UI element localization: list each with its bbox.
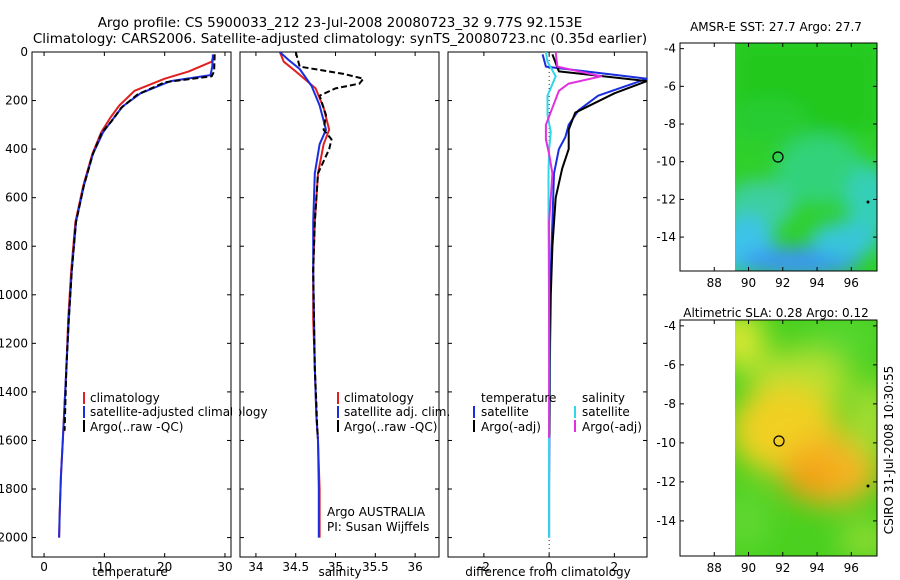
x-tick-label: 35 [328,560,343,574]
y-tick-label: 1600 [0,433,28,447]
map-y-tick-label: -12 [656,475,676,489]
legend-label-sal-satellite: satellite [582,405,630,419]
temperature-xlabel: temperature [92,565,167,579]
map-y-tick-label: -10 [656,436,676,450]
sla-argo-marker [773,435,785,447]
sst-heatmap [735,43,877,271]
temperature-axes [31,51,232,558]
x-tick-label: 34.5 [282,560,309,574]
map-x-tick-label: 94 [809,276,824,290]
map-x-tick-label: 96 [844,561,859,575]
x-tick-label: -2 [478,560,490,574]
map-x-tick-label: 90 [741,561,756,575]
legend-label-temp-satellite: satellite [481,405,529,419]
map-x-tick-label: 92 [775,276,790,290]
pi-annotation: PI: Susan Wijffels [327,520,429,534]
sla-map-title: Altimetric SLA: 0.28 Argo: 0.12 [683,306,868,320]
sst-map-title: AMSR-E SST: 27.7 Argo: 27.7 [690,20,862,34]
y-tick-label: 0 [20,45,28,59]
legend-title-salinity: salinity [582,391,625,405]
legend-label-sal-argo: Argo(-adj) [582,420,642,434]
legend-label-argo: Argo(..raw -QC) [344,420,437,434]
map-x-tick-label: 90 [741,276,756,290]
difference-legend: temperature satellite Argo(-adj) salinit… [473,391,642,434]
map-y-tick-label: -12 [656,192,676,206]
legend-label-argo: Argo(..raw -QC) [90,420,183,434]
map-x-tick-label: 94 [809,561,824,575]
map-x-tick-label: 88 [707,561,722,575]
platform-annotation: Argo AUSTRALIA [327,505,426,519]
y-tick-label: 2000 [0,531,28,545]
series-satellite [279,52,327,538]
legend-label-climatology: climatology [344,391,414,405]
salinity-xlabel: salinity [318,565,361,579]
x-tick-label: 30 [217,560,232,574]
legend-title-temperature: temperature [481,391,556,405]
map-y-tick-label: -8 [664,117,676,131]
credit-stamp: CSIRO 31-Jul-2008 10:30:55 [882,366,896,534]
legend-label-temp-argo: Argo(-adj) [481,420,541,434]
figure-title-line1: Argo profile: CS 5900033_212 23-Jul-2008… [98,15,583,31]
x-tick-label: 20 [157,560,172,574]
y-tick-label: 1000 [0,288,28,302]
x-tick-label: 36 [407,560,422,574]
series-temp-argo [548,54,647,436]
salinity-axes [239,51,440,558]
series-satellite [58,54,214,538]
legend-label-satellite: satellite-adjusted climatology [90,405,268,419]
series-argo [294,52,365,439]
series-argo [63,54,216,431]
difference-axes [447,51,648,558]
temperature-legend-clip [232,404,239,420]
map-y-tick-label: -8 [664,397,676,411]
x-tick-label: 0 [40,560,48,574]
y-tick-label: 200 [5,94,28,108]
y-tick-label: 600 [5,191,28,205]
temperature-legend: climatology satellite-adjusted climatolo… [83,391,268,434]
sla-map-axes [679,319,878,557]
y-tick-label: 400 [5,142,28,156]
series-sal-satellite [544,52,557,538]
series-climatology [278,52,331,538]
x-tick-label: 10 [97,560,112,574]
legend-label-satellite: satellite adj. clim. [344,405,450,419]
map-x-tick-label: 96 [844,276,859,290]
sst-argo-marker [772,151,784,163]
sla-heatmap [735,320,877,556]
sst-map-axes [679,42,878,272]
y-tick-label: 1400 [0,385,28,399]
map-y-tick-label: -14 [656,514,676,528]
legend-label-climatology: climatology [90,391,160,405]
sst-edge-dot [866,200,870,204]
map-x-tick-label: 92 [775,561,790,575]
map-y-tick-label: -6 [664,79,676,93]
x-tick-label: 34 [248,560,263,574]
map-y-tick-label: -14 [656,230,676,244]
map-x-tick-label: 88 [707,276,722,290]
y-tick-label: 1800 [0,482,28,496]
y-tick-label: 800 [5,239,28,253]
x-tick-label: 0 [545,560,553,574]
y-tick-label: 1200 [0,336,28,350]
map-y-tick-label: -10 [656,155,676,169]
series-temp-satellite [541,54,647,538]
series-climatology [58,54,216,538]
x-tick-label: 35.5 [362,560,389,574]
x-tick-label: 2 [611,560,619,574]
sla-edge-dot [866,484,870,488]
figure-title-line2: Climatology: CARS2006. Satellite-adjuste… [33,31,647,47]
map-y-tick-label: -4 [664,319,676,333]
difference-xlabel: difference from climatology [465,565,631,579]
salinity-legend: climatology satellite adj. clim. Argo(..… [337,391,450,434]
map-y-tick-label: -4 [664,42,676,56]
series-sal-argo [544,52,603,438]
map-y-tick-label: -6 [664,358,676,372]
